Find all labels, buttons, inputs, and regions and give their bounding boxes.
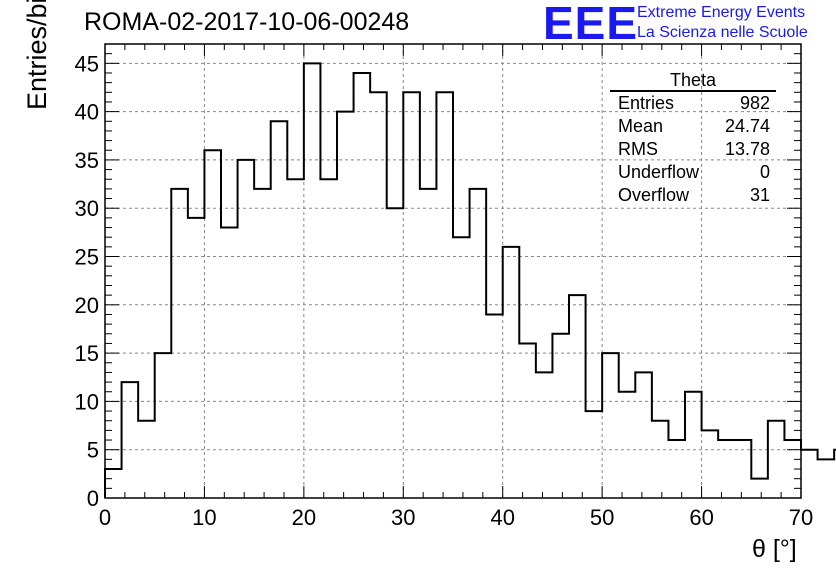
y-tick-label: 0 (87, 486, 99, 511)
stats-label: Mean (618, 116, 664, 136)
y-tick-label: 15 (75, 341, 99, 366)
y-tick-label: 5 (87, 438, 99, 463)
stats-title: Theta (610, 70, 776, 92)
stats-row-overflow: Overflow 31 (610, 184, 776, 207)
y-tick-label: 20 (75, 293, 99, 318)
stats-label: Underflow (618, 162, 700, 182)
x-tick-label: 30 (391, 505, 415, 530)
stats-row-entries: Entries 982 (610, 92, 776, 115)
y-tick-label: 30 (75, 196, 99, 221)
x-tick-label: 40 (490, 505, 514, 530)
y-tick-label: 40 (75, 100, 99, 125)
y-tick-label: 35 (75, 148, 99, 173)
x-tick-label: 20 (292, 505, 316, 530)
stats-label: Overflow (618, 185, 690, 205)
stats-row-underflow: Underflow 0 (610, 161, 776, 184)
x-tick-label: 50 (590, 505, 614, 530)
x-tick-label: 70 (789, 505, 813, 530)
eee-logo: EEE (543, 0, 639, 49)
stats-value: 13.78 (724, 139, 770, 159)
stats-row-rms: RMS 13.78 (610, 138, 776, 161)
chart-title: ROMA-02-2017-10-06-00248 (84, 8, 410, 36)
stats-value: 24.74 (724, 116, 770, 136)
x-tick-label: 60 (689, 505, 713, 530)
y-tick-label: 25 (75, 245, 99, 270)
x-tick-label: 0 (99, 505, 111, 530)
stats-label: Entries (618, 93, 675, 113)
y-tick-label: 45 (75, 51, 99, 76)
stats-value: 982 (739, 93, 770, 113)
stats-value: 0 (759, 162, 770, 182)
stats-box: Theta Entries 982 Mean 24.74 RMS 13.78 U… (610, 70, 776, 207)
x-tick-label: 10 (192, 505, 216, 530)
y-tick-label: 10 (75, 389, 99, 414)
stats-label: RMS (618, 139, 658, 159)
plot-frame (104, 43, 802, 499)
x-axis-label: θ [°] (752, 535, 797, 563)
stats-value: 31 (749, 185, 770, 205)
y-axis-label: Entries/bin (22, 0, 52, 110)
logo-line-1: Extreme Energy Events (637, 4, 806, 21)
logo-line-2: La Scienza nelle Scuole (637, 24, 808, 41)
histogram-line (104, 62, 836, 498)
stats-row-mean: Mean 24.74 (610, 115, 776, 138)
